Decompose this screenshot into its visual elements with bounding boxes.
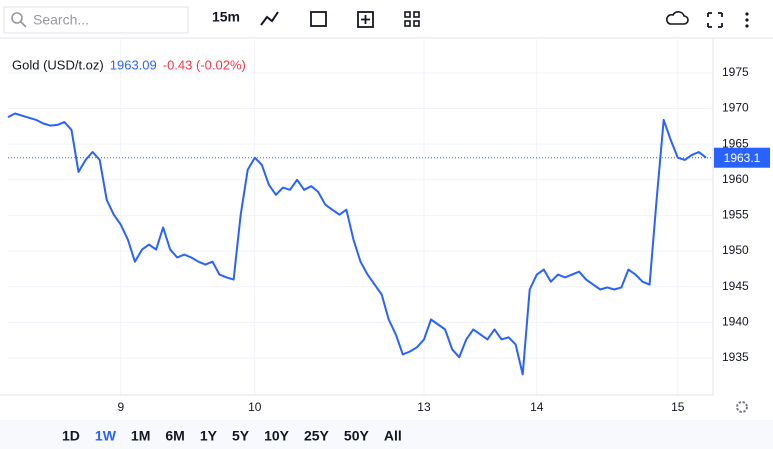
range-button[interactable]: All (384, 428, 402, 444)
range-button[interactable]: 5Y (232, 428, 250, 444)
layout-button[interactable] (404, 11, 420, 27)
add-icon (361, 15, 370, 24)
price: 1963.09 (110, 57, 157, 72)
x-tick-label: 15 (671, 400, 685, 414)
y-tick-label: 1950 (722, 243, 749, 257)
x-tick-label: 13 (417, 400, 431, 414)
menu-button[interactable] (745, 12, 749, 28)
range-button[interactable]: 25Y (304, 428, 330, 444)
range-button[interactable]: 50Y (344, 428, 370, 444)
settings-button[interactable] (736, 401, 748, 413)
y-tick-label: 1965 (722, 136, 749, 150)
last-price-badge (714, 147, 770, 168)
y-tick-label: 1940 (722, 314, 749, 328)
plot: 1963.1 (7, 112, 770, 376)
range-button[interactable]: 10Y (264, 428, 290, 444)
chart-type-button[interactable] (260, 11, 279, 26)
y-tick-label: 1975 (722, 65, 749, 79)
x-tick-label: 14 (530, 400, 544, 414)
interval-button[interactable]: 15m (212, 9, 240, 25)
search-placeholder: Search... (33, 12, 89, 28)
search-box[interactable] (3, 6, 189, 34)
price-change: -0.43 (-0.02%) (163, 57, 246, 72)
chart-title: Gold (USD/t.oz) (12, 57, 104, 72)
range-bar (0, 420, 773, 449)
range-button[interactable]: 1M (131, 428, 150, 444)
y-tick-label: 1935 (722, 350, 749, 364)
fullscreen-button[interactable] (707, 12, 723, 28)
last-price-label: 1963.1 (724, 151, 761, 165)
y-tick-label: 1955 (722, 208, 749, 222)
search-icon (20, 21, 27, 28)
calendar-button[interactable] (310, 11, 327, 27)
y-tick-label: 1970 (722, 101, 749, 115)
range-button[interactable]: 6M (165, 428, 184, 444)
range-button[interactable]: 1D (62, 428, 80, 444)
y-tick-label: 1960 (722, 172, 749, 186)
add-button[interactable] (357, 11, 374, 28)
x-tick-label: 10 (248, 400, 262, 414)
range-button[interactable]: 1W (95, 428, 117, 444)
range-button[interactable]: 1Y (200, 428, 218, 444)
x-tick-label: 9 (117, 400, 124, 414)
search-icon (11, 12, 23, 24)
grid (0, 38, 714, 396)
price-line (7, 112, 707, 376)
y-tick-label: 1945 (722, 279, 749, 293)
download-button[interactable] (666, 11, 689, 25)
